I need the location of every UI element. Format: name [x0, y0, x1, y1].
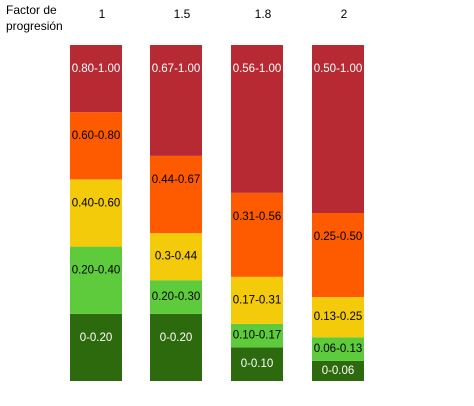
- value-label: 0.17-0.31: [233, 294, 282, 306]
- bar-segment: [70, 112, 122, 180]
- value-label: 0.60-0.80: [72, 130, 121, 142]
- bar-segment: [231, 45, 283, 193]
- value-label: 0.40-0.60: [72, 197, 121, 209]
- bar-segment: [312, 337, 364, 361]
- value-label: 0.67-1.00: [152, 63, 201, 75]
- value-label: 0.80-1.00: [72, 63, 121, 75]
- value-label: 0.20-0.40: [72, 265, 121, 277]
- x-tick-label: 2: [341, 7, 348, 21]
- bar-segment: [150, 313, 202, 381]
- bar-segment: [231, 276, 283, 324]
- bar-segment: [312, 213, 364, 297]
- x-tick-label: 1.5: [174, 7, 191, 21]
- bar-segment: [70, 179, 122, 247]
- value-label: 0.3-0.44: [155, 251, 198, 263]
- bar-segment: [231, 192, 283, 277]
- value-label: 0.44-0.67: [152, 174, 201, 186]
- bar-segment: [312, 45, 364, 213]
- bar-segment: [150, 233, 202, 281]
- bar-segment: [70, 313, 122, 381]
- value-label: 0-0.20: [80, 332, 113, 344]
- value-label: 0.31-0.56: [233, 211, 282, 223]
- value-label: 0.06-0.13: [314, 343, 363, 355]
- value-label: 0.25-0.50: [314, 231, 363, 243]
- value-label: 0-0.06: [322, 365, 355, 377]
- value-label: 0.50-1.00: [314, 63, 363, 75]
- x-tick-label: 1: [99, 7, 106, 21]
- value-label: 0.10-0.17: [233, 330, 282, 342]
- bar-segment: [231, 347, 283, 381]
- bar-segment: [312, 360, 364, 381]
- x-tick-label: 1.8: [255, 7, 272, 21]
- value-label: 0.13-0.25: [314, 311, 363, 323]
- value-label: 0.20-0.30: [152, 291, 201, 303]
- bar-segment: [231, 323, 283, 348]
- bar-segment: [70, 246, 122, 314]
- bar-segment: [150, 155, 202, 234]
- bar-segment: [150, 45, 202, 156]
- value-label: 0-0.10: [241, 358, 274, 370]
- value-label: 0-0.20: [160, 332, 193, 344]
- chart-title: Factor de progresión: [6, 3, 63, 33]
- bar-segment: [150, 280, 202, 314]
- value-label: 0.56-1.00: [233, 63, 282, 75]
- bar-segment: [312, 297, 364, 338]
- bar-segment: [70, 45, 122, 113]
